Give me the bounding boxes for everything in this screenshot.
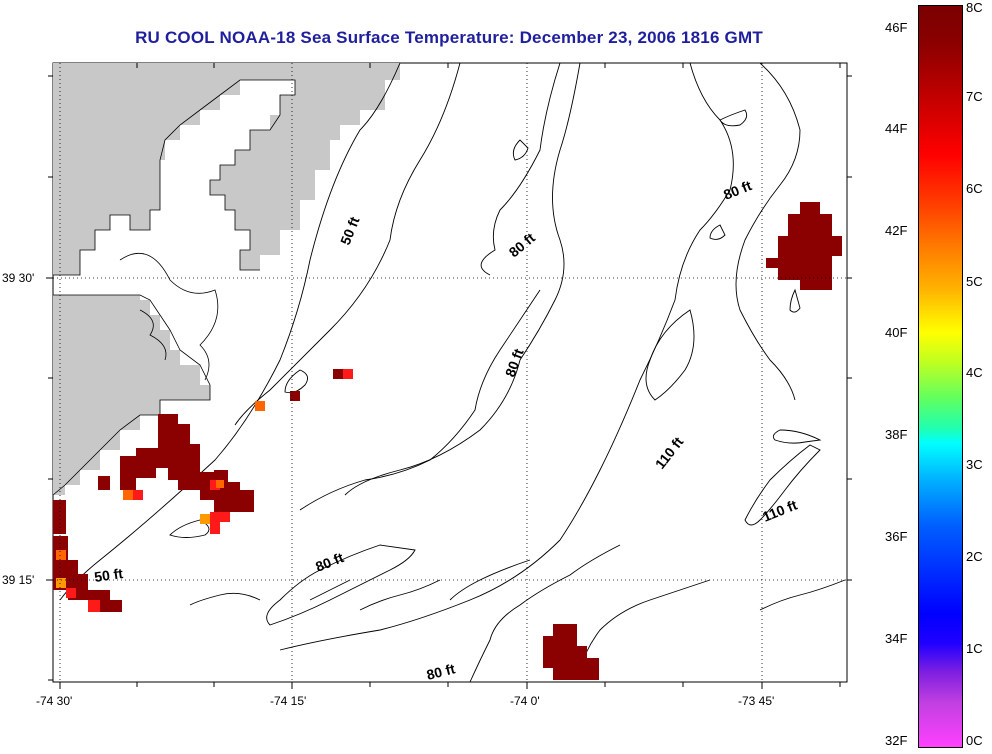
colorbar-f-label: 34F [885,631,908,646]
y-tick-label: 39 30' [2,271,35,285]
sst-map: 50 ft 80 ft 80 ft 80 ft 110 ft 110 ft 50… [46,62,852,689]
colorbar-c-label: 0C [966,733,983,748]
colorbar-f-label: 44F [885,121,908,136]
colorbar-f-label: 38F [885,427,908,442]
contour-label: 50 ft [93,565,124,585]
coastline [52,79,296,496]
colorbar-f-label: 36F [885,529,908,544]
graticule [53,63,847,682]
land-mass [53,63,400,495]
colorbar-c-label: 7C [966,89,983,104]
colorbar-f-label: 42F [885,223,908,238]
x-tick-label: -73 45' [738,694,775,708]
temperature-colorbar [918,5,963,748]
colorbar-c-label: 2C [966,549,983,564]
y-tick-label: 39 15' [2,573,35,587]
tick-marks [46,63,852,689]
map-title: RU COOL NOAA-18 Sea Surface Temperature:… [135,28,763,47]
colorbar-c-label: 1C [966,641,983,656]
x-tick-label: -74 30' [36,694,73,708]
colorbar-f-label: 40F [885,325,908,340]
sst-pixels [53,202,842,680]
colorbar-c-label: 6C [966,181,983,196]
contour-label: 80 ft [425,660,457,683]
colorbar-f-label: 46F [885,20,908,35]
colorbar-c-label: 3C [966,457,983,472]
bathymetry-contours [59,62,846,683]
colorbar-c-label: 5C [966,274,983,289]
colorbar-f-label: 32F [885,733,908,748]
colorbar-c-label: 4C [966,365,983,380]
x-tick-label: -74 0' [510,694,540,708]
colorbar-c-label: 8C [966,0,983,15]
x-tick-label: -74 15' [270,694,307,708]
